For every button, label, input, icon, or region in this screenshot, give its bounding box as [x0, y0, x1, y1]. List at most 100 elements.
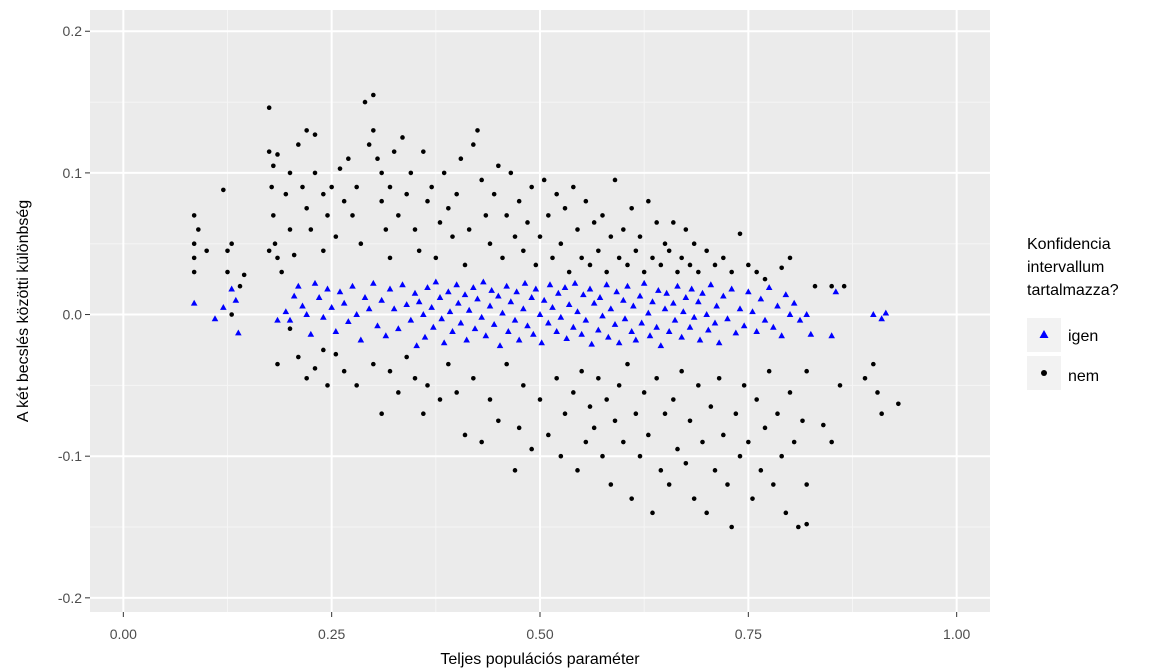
data-point-igen — [370, 279, 377, 286]
data-point-nem — [708, 404, 714, 409]
data-point-nem — [675, 269, 680, 275]
data-point-igen — [515, 336, 523, 343]
data-point-nem — [729, 269, 734, 275]
data-point-igen — [295, 282, 302, 289]
data-point-nem — [725, 482, 730, 487]
data-point-igen — [495, 292, 502, 299]
data-point-igen — [282, 308, 290, 315]
data-point-nem — [696, 269, 701, 275]
data-point-nem — [387, 184, 393, 190]
data-point-igen — [446, 308, 454, 315]
data-point-nem — [566, 269, 572, 275]
data-point-igen — [586, 285, 594, 292]
data-point-igen — [596, 294, 604, 300]
data-point-nem — [579, 255, 584, 261]
data-point-nem — [604, 397, 609, 402]
data-point-nem — [291, 252, 297, 258]
x-tick-label: 1.00 — [943, 626, 970, 642]
data-point-igen — [546, 281, 554, 288]
data-point-nem — [225, 269, 230, 275]
data-point-nem — [429, 184, 434, 190]
data-point-nem — [491, 191, 497, 197]
data-point-igen — [211, 315, 219, 322]
data-point-igen — [588, 340, 595, 347]
data-point-igen — [386, 285, 394, 292]
data-point-nem — [608, 482, 614, 487]
data-point-igen — [445, 288, 452, 295]
data-point-nem — [546, 213, 551, 218]
data-point-nem — [600, 213, 605, 218]
data-point-nem — [350, 213, 355, 218]
data-point-nem — [266, 149, 272, 154]
data-point-nem — [229, 241, 234, 247]
data-point-igen — [407, 316, 415, 323]
y-tick-label: -0.1 — [58, 448, 82, 464]
data-point-nem — [716, 375, 722, 381]
data-point-igen — [655, 286, 662, 293]
data-point-nem — [754, 269, 759, 275]
major-gridlines — [90, 10, 990, 612]
data-point-nem — [879, 411, 884, 416]
data-point-nem — [512, 234, 518, 239]
data-point-nem — [591, 425, 597, 431]
data-point-igen — [688, 285, 695, 292]
data-point-igen — [765, 284, 773, 291]
data-point-nem — [829, 439, 834, 445]
y-tick-label: 0.2 — [63, 23, 83, 39]
data-point-nem — [425, 383, 430, 388]
data-point-igen — [413, 342, 420, 349]
data-point-nem — [550, 255, 555, 261]
data-point-nem — [704, 248, 709, 254]
data-point-igen — [421, 333, 429, 340]
data-point-nem — [583, 439, 589, 445]
data-point-nem — [341, 198, 347, 204]
data-point-igen — [220, 303, 227, 310]
data-point-nem — [875, 390, 880, 395]
data-point-nem — [766, 368, 772, 374]
data-point-nem — [229, 312, 234, 317]
data-point-nem — [341, 368, 347, 374]
data-point-igen — [353, 311, 360, 317]
data-point-nem — [487, 241, 493, 247]
data-point-nem — [679, 368, 684, 374]
x-axis-title: Teljes populációs paraméter — [440, 651, 640, 668]
data-point-nem — [683, 227, 689, 232]
data-point-nem — [204, 248, 209, 254]
data-point-nem — [571, 390, 576, 395]
data-point-nem — [425, 198, 430, 204]
data-point-igen — [524, 322, 531, 329]
data-point-nem — [712, 262, 718, 268]
data-point-nem — [496, 163, 501, 169]
data-point-nem — [796, 524, 801, 530]
data-point-nem — [221, 187, 226, 193]
data-point-igen — [340, 299, 348, 306]
data-point-nem — [379, 170, 384, 176]
data-point-nem — [271, 163, 276, 169]
data-point-nem — [366, 142, 372, 147]
data-point-igen — [499, 309, 506, 316]
data-point-igen — [713, 302, 720, 309]
x-tick-label: 0.75 — [735, 626, 762, 642]
data-point-igen — [482, 332, 490, 339]
data-point-nem — [346, 156, 351, 162]
data-point-nem — [671, 397, 676, 402]
data-point-nem — [712, 468, 718, 473]
data-point-igen — [740, 322, 748, 329]
data-point-igen — [578, 330, 585, 337]
data-point-igen — [711, 319, 719, 326]
data-point-nem — [269, 184, 274, 190]
data-point-nem — [562, 206, 568, 211]
data-point-nem — [191, 269, 197, 275]
data-point-nem — [654, 375, 659, 381]
data-point-igen — [315, 294, 323, 300]
data-point-igen — [661, 305, 669, 312]
data-point-nem — [675, 446, 680, 452]
data-point-igen — [424, 284, 431, 291]
data-point-nem — [521, 248, 526, 254]
data-point-nem — [458, 156, 464, 162]
data-point-igen — [649, 298, 656, 305]
data-point-igen — [461, 291, 469, 298]
data-point-nem — [737, 231, 743, 237]
data-point-igen — [670, 299, 677, 306]
